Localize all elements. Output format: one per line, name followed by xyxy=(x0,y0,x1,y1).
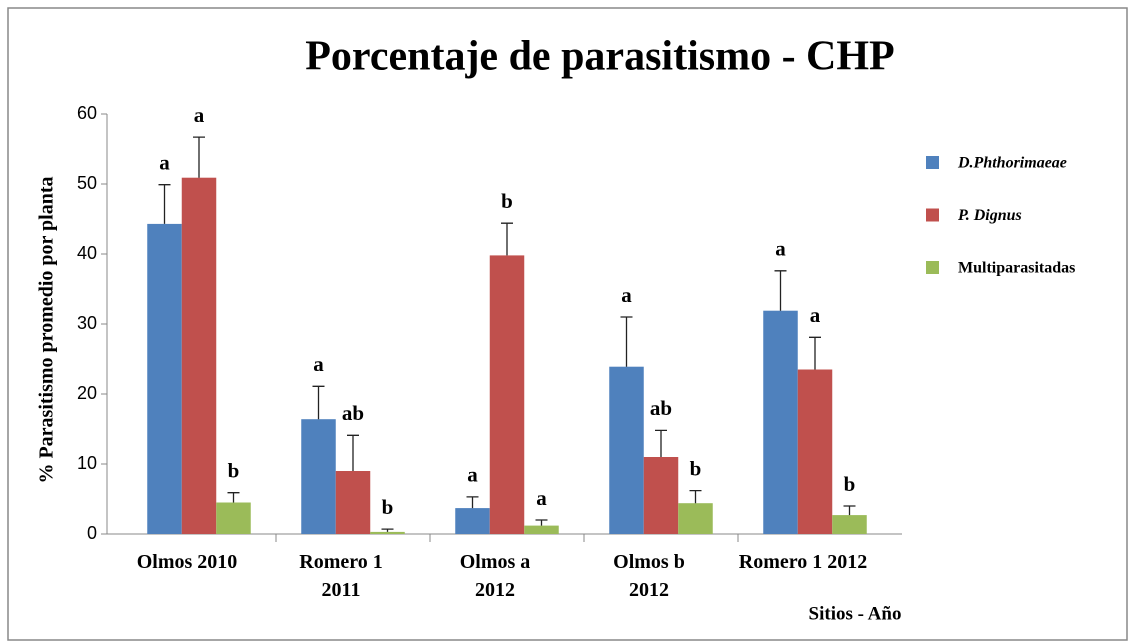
error-bar xyxy=(689,489,702,504)
error-bar xyxy=(193,136,205,178)
legend-swatch xyxy=(926,156,939,169)
significance-letter: b xyxy=(228,459,240,483)
bar xyxy=(181,177,217,534)
error-bar xyxy=(227,492,240,503)
bar xyxy=(832,515,867,534)
x-tick-label: Olmos 2010 xyxy=(136,551,238,573)
bar xyxy=(524,525,559,534)
legend-swatch xyxy=(926,261,939,274)
legend-label: D.Phthorimaeae xyxy=(957,155,1067,172)
significance-letter: ab xyxy=(650,396,672,420)
error-bar xyxy=(535,519,548,526)
bar xyxy=(797,369,833,534)
y-tick-label: 20 xyxy=(77,383,97,403)
error-bar xyxy=(774,270,787,311)
significance-letter: b xyxy=(690,456,702,480)
error-bar xyxy=(466,496,479,509)
bar xyxy=(455,508,490,534)
bar xyxy=(609,366,644,534)
significance-letter: ab xyxy=(342,401,364,425)
y-tick-label: 40 xyxy=(77,243,97,263)
bar xyxy=(335,471,371,534)
error-bar xyxy=(381,528,394,532)
bar xyxy=(147,223,182,534)
error-bar xyxy=(655,429,667,457)
legend-label: Multiparasitadas xyxy=(958,260,1075,277)
x-tick-label: Olmos b 2012 xyxy=(613,551,685,601)
error-bar xyxy=(347,434,359,471)
legend-label: P. Dignus xyxy=(957,207,1022,224)
y-tick-label: 10 xyxy=(77,453,97,473)
significance-letter: a xyxy=(194,103,205,127)
error-bar xyxy=(312,385,325,420)
x-axis-label: Sitios - Año xyxy=(809,603,902,624)
legend-swatch xyxy=(926,208,939,222)
bar xyxy=(763,310,798,534)
x-tick-label: Olmos a 2012 xyxy=(459,551,531,601)
bar xyxy=(643,457,679,534)
significance-letter: a xyxy=(621,283,632,307)
significance-letter: a xyxy=(159,151,170,175)
y-tick-label: 60 xyxy=(77,103,97,123)
significance-letter: a xyxy=(775,237,786,261)
significance-letter: b xyxy=(501,189,513,213)
significance-letter: a xyxy=(810,303,821,327)
y-axis-label: % Parasitismo promedio por planta xyxy=(36,176,58,483)
bar xyxy=(370,531,405,534)
y-tick-label: 50 xyxy=(77,173,97,193)
bar xyxy=(216,502,251,534)
error-bar xyxy=(843,505,856,516)
bar xyxy=(489,255,525,534)
significance-letter: b xyxy=(382,495,394,519)
bar xyxy=(678,503,713,534)
y-tick-label: 30 xyxy=(77,313,97,333)
significance-letter: b xyxy=(844,472,856,496)
error-bar xyxy=(809,336,821,370)
significance-letter: a xyxy=(467,463,478,487)
error-bar xyxy=(620,316,633,367)
y-tick-label: 0 xyxy=(87,523,97,543)
significance-letter: a xyxy=(313,352,324,376)
error-bar xyxy=(501,222,513,256)
chart-title: Porcentaje de parasitismo - CHP xyxy=(305,34,894,80)
bar xyxy=(301,419,336,534)
x-tick-label: Romero 1 2012 xyxy=(738,551,868,573)
significance-letter: a xyxy=(536,486,547,510)
error-bar xyxy=(158,184,171,224)
x-tick-label: Romero 1 2011 xyxy=(299,551,383,601)
